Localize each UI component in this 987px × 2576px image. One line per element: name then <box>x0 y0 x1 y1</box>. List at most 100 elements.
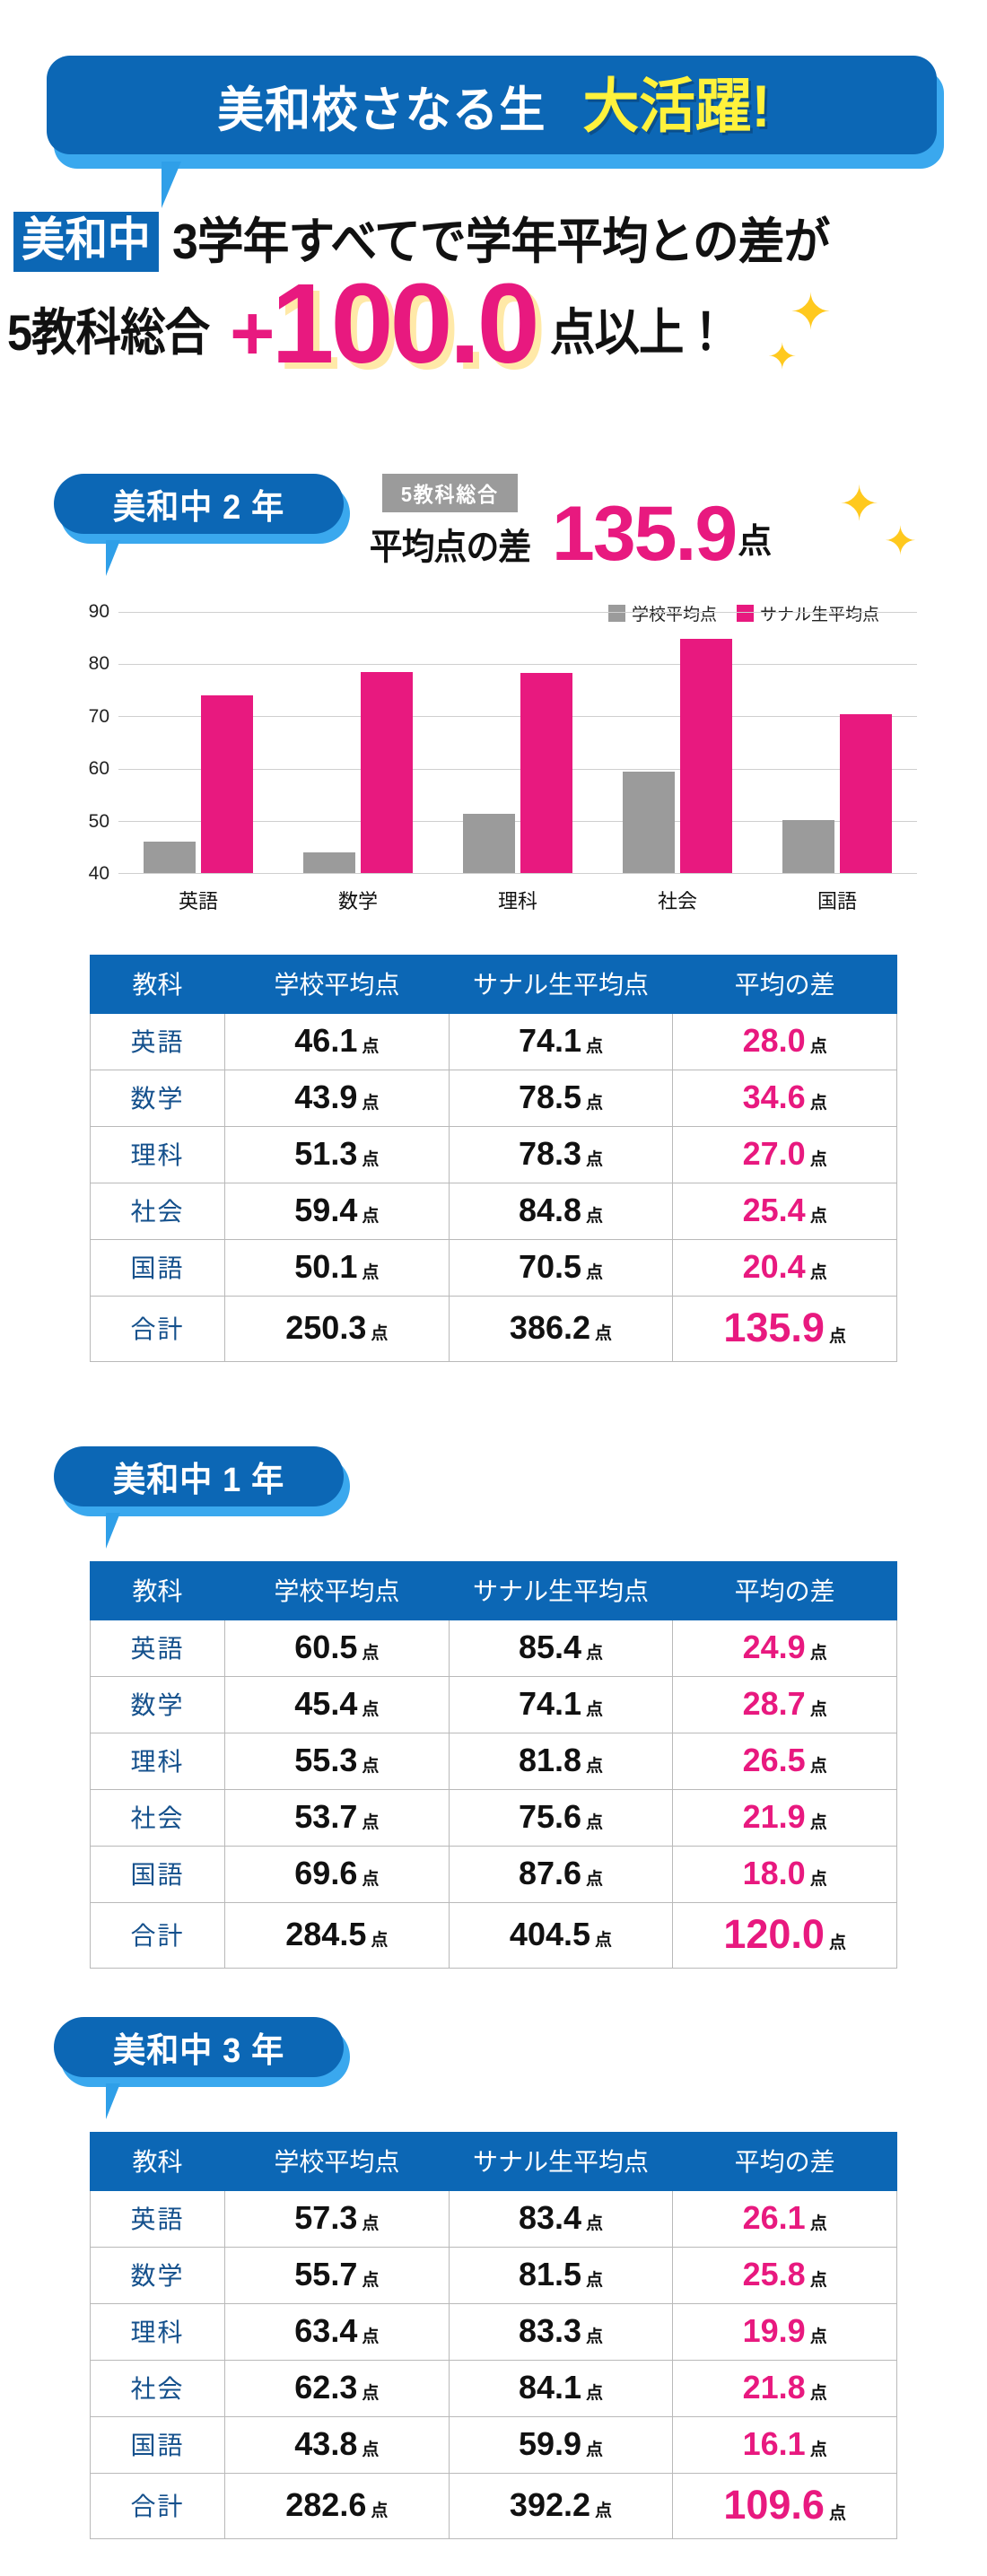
unit-label: 点 <box>809 1757 827 1776</box>
cell-difference: 19.9 点 <box>672 2303 897 2361</box>
grade-2-summary: 5教科総合 平均点の差 135.9 点 <box>362 474 773 572</box>
headline-plus-sign: + <box>230 290 275 377</box>
cell-school-average: 284.5 点 <box>224 1902 450 1969</box>
headline-school-chip: 美和中 <box>13 212 159 272</box>
cell-sanaru-average: 87.6 点 <box>448 1846 674 1903</box>
table-row: 理科 63.4 点 83.3 点 19.9 点 <box>90 2303 897 2361</box>
unit-label: 点 <box>362 2384 380 2403</box>
cell-subject: 数学 <box>90 2247 225 2304</box>
cell-subject: 社会 <box>90 2360 225 2417</box>
cell-subject: 理科 <box>90 2303 225 2361</box>
cell-school-average: 60.5 点 <box>224 1620 450 1677</box>
unit-label: 点 <box>586 1207 604 1226</box>
unit-label: 点 <box>586 1644 604 1663</box>
legend-label-school: 学校平均点 <box>631 606 717 624</box>
cell-difference: 28.7 点 <box>672 1676 897 1733</box>
headline-line-2-prefix: 5教科総合 <box>7 304 210 362</box>
table-header-row: 教科 学校平均点 サナル生平均点 平均の差 <box>90 2132 897 2191</box>
cell-school-average: 59.4 点 <box>224 1183 450 1240</box>
unit-label: 点 <box>809 1037 827 1056</box>
table-total-row: 合計 284.5 点 404.5 点 120.0 点 <box>90 1902 897 1969</box>
summary-unit: 点 <box>738 523 773 561</box>
column-header: 平均の差 <box>672 2132 897 2191</box>
legend-label-sanaru: サナル生平均点 <box>759 606 879 624</box>
cell-difference: 20.4 点 <box>672 1239 897 1297</box>
cell-difference: 34.6 点 <box>672 1070 897 1127</box>
sparkle-icon: ✦ <box>767 337 798 377</box>
sparkle-icon: ✦ <box>884 520 917 563</box>
cell-subject: 国語 <box>90 2416 225 2474</box>
chart-bar-sanaru <box>520 673 572 873</box>
unit-label: 点 <box>586 2384 604 2403</box>
chart-bar-group: 数学 <box>278 612 438 913</box>
cell-subject: 理科 <box>90 1126 225 1183</box>
chart-x-tick-label: 国語 <box>817 890 857 913</box>
unit-label: 点 <box>586 1094 604 1113</box>
unit-label: 点 <box>586 1757 604 1776</box>
cell-difference: 24.9 点 <box>672 1620 897 1677</box>
speech-tail-icon <box>106 540 120 576</box>
table-row: 社会 53.7 点 75.6 点 21.9 点 <box>90 1789 897 1847</box>
column-header: 学校平均点 <box>224 1561 450 1620</box>
unit-label: 点 <box>595 2502 613 2520</box>
grade-badge-body: 美和中 1 年 <box>54 1446 344 1506</box>
unit-label: 点 <box>586 1813 604 1832</box>
unit-label: 点 <box>809 2441 827 2459</box>
cell-subject: 数学 <box>90 1070 225 1127</box>
unit-label: 点 <box>586 1150 604 1169</box>
unit-label: 点 <box>362 1263 380 1282</box>
column-header: 学校平均点 <box>224 2132 450 2191</box>
unit-label: 点 <box>809 2384 827 2403</box>
chart-x-tick-label: 社会 <box>657 890 697 913</box>
unit-label: 点 <box>809 1644 827 1663</box>
chart-bar-school <box>623 772 675 873</box>
unit-label: 点 <box>809 1150 827 1169</box>
chart-x-tick-label: 英語 <box>178 890 218 913</box>
cell-school-average: 69.6 点 <box>224 1846 450 1903</box>
chart-plot-area: 40 50 60 70 80 90 英語 数学 理科 社会 国語 <box>89 601 917 913</box>
cell-difference: 28.0 点 <box>672 1013 897 1070</box>
grade-badge-2: 美和中 2 年 <box>54 474 350 576</box>
cell-difference: 26.5 点 <box>672 1733 897 1790</box>
table-row: 国語 69.6 点 87.6 点 18.0 点 <box>90 1846 897 1903</box>
legend-swatch-school <box>607 605 625 622</box>
unit-label: 点 <box>586 1700 604 1719</box>
unit-label: 点 <box>362 1094 380 1113</box>
unit-label: 点 <box>809 1700 827 1719</box>
unit-label: 点 <box>362 1870 380 1889</box>
chart-gridline: 60 <box>89 758 917 779</box>
cell-school-average: 57.3 点 <box>224 2190 450 2248</box>
legend-swatch-sanaru <box>736 605 754 622</box>
chart-bar-group: 英語 <box>118 612 278 913</box>
grade-badge-body: 美和中 2 年 <box>54 474 344 534</box>
cell-sanaru-average: 81.5 点 <box>448 2247 674 2304</box>
cell-sanaru-average: 85.4 点 <box>448 1620 674 1677</box>
column-header: サナル生平均点 <box>448 955 674 1014</box>
chart-gridline: 50 <box>89 811 917 832</box>
column-header: 平均の差 <box>672 1561 897 1620</box>
unit-label: 点 <box>828 1934 846 1952</box>
chart-bar-school <box>463 814 515 873</box>
cell-school-average: 45.4 点 <box>224 1676 450 1733</box>
unit-label: 点 <box>362 1757 380 1776</box>
unit-label: 点 <box>828 2504 846 2523</box>
cell-sanaru-average: 84.1 点 <box>448 2360 674 2417</box>
section-grade-2: 美和中 2 年 <box>0 474 987 576</box>
sparkle-icon: ✦ <box>839 477 880 531</box>
cell-sanaru-average: 392.2 点 <box>448 2473 674 2539</box>
headline: 美和中 3学年すべてで学年平均との差が 5教科総合 + 100.0 点以上！ <box>7 212 980 380</box>
table-row: 理科 55.3 点 81.8 点 26.5 点 <box>90 1733 897 1790</box>
chart-gridline: 90 <box>89 601 917 622</box>
top-banner-body: 美和校さなる生 大活躍! <box>47 56 937 154</box>
section-grade-1: 美和中 1 年 <box>0 1446 987 1549</box>
speech-tail-icon <box>106 2083 120 2119</box>
legend-item-school: 学校平均点 <box>607 601 717 625</box>
unit-label: 点 <box>362 1644 380 1663</box>
table-row: 英語 60.5 点 85.4 点 24.9 点 <box>90 1620 897 1677</box>
cell-school-average: 53.7 点 <box>224 1789 450 1847</box>
chart-bar-sanaru <box>840 713 892 873</box>
unit-label: 点 <box>362 2441 380 2459</box>
unit-label: 点 <box>809 1813 827 1832</box>
chart-y-tick-label: 80 <box>88 653 109 675</box>
grade-badge-3: 美和中 3 年 <box>54 2017 350 2119</box>
